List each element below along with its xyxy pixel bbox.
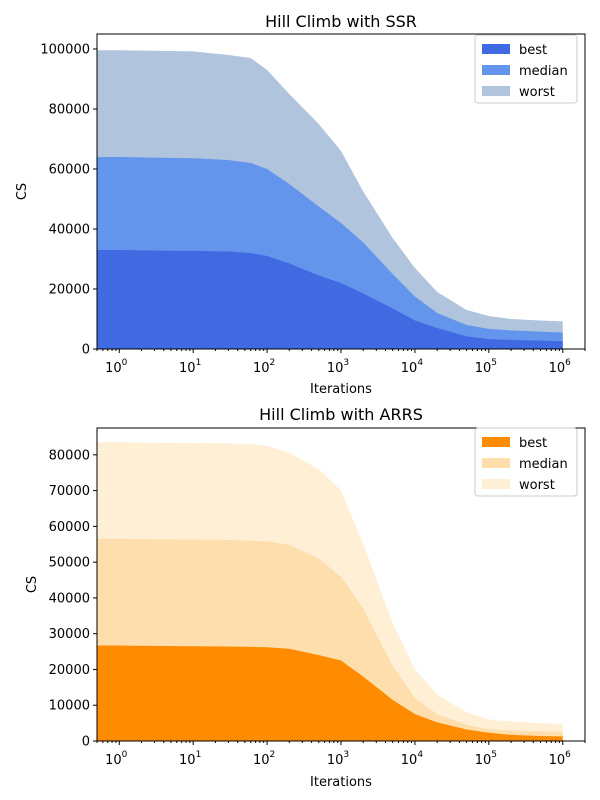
y-axis-label: CS bbox=[25, 576, 40, 593]
chart-title: Hill Climb with ARRS bbox=[259, 405, 423, 424]
legend-label-worst: worst bbox=[519, 478, 555, 493]
legend-label-best: best bbox=[519, 436, 547, 451]
legend: best median worst bbox=[474, 427, 578, 497]
legend-swatch-median bbox=[482, 65, 510, 75]
x-tick-label: 104 bbox=[401, 750, 424, 768]
x-tick-label: 103 bbox=[327, 750, 349, 768]
legend-label-best: best bbox=[519, 43, 547, 58]
x-tick-label: 101 bbox=[179, 358, 201, 376]
y-tick-label: 70000 bbox=[49, 484, 90, 499]
y-tick-label: 60000 bbox=[49, 520, 90, 535]
y-tick-label: 40000 bbox=[49, 223, 90, 238]
x-tick-label: 100 bbox=[105, 750, 128, 768]
x-tick-label: 103 bbox=[327, 358, 349, 376]
legend-swatch-median bbox=[482, 458, 510, 468]
y-tick-label: 50000 bbox=[49, 556, 90, 571]
x-tick-label: 102 bbox=[253, 358, 275, 376]
x-tick-label: 104 bbox=[401, 358, 424, 376]
legend-swatch-best bbox=[482, 44, 510, 54]
x-tick-label: 101 bbox=[179, 750, 201, 768]
legend-swatch-worst bbox=[482, 86, 510, 96]
y-tick-label: 10000 bbox=[49, 699, 90, 714]
legend-label-median: median bbox=[519, 64, 568, 79]
legend-label-median: median bbox=[519, 457, 568, 472]
area-best bbox=[97, 645, 563, 741]
y-tick-label: 0 bbox=[82, 343, 90, 358]
legend-swatch-worst bbox=[482, 479, 510, 489]
legend: best median worst bbox=[474, 34, 578, 104]
x-axis-label: Iterations bbox=[310, 382, 372, 397]
x-tick-label: 105 bbox=[475, 750, 497, 768]
y-tick-label: 80000 bbox=[49, 448, 90, 463]
y-tick-label: 20000 bbox=[49, 663, 90, 678]
y-tick-label: 20000 bbox=[49, 283, 90, 298]
legend-label-worst: worst bbox=[519, 85, 555, 100]
x-tick-label: 100 bbox=[105, 358, 128, 376]
legend-swatch-best bbox=[482, 437, 510, 447]
y-tick-label: 80000 bbox=[49, 103, 90, 118]
x-tick-label: 106 bbox=[549, 750, 572, 768]
y-tick-label: 0 bbox=[82, 735, 90, 750]
y-tick-label: 100000 bbox=[40, 43, 90, 58]
y-tick-label: 40000 bbox=[49, 591, 90, 606]
x-tick-label: 105 bbox=[475, 358, 497, 376]
x-axis-label: Iterations bbox=[310, 775, 372, 790]
y-tick-label: 30000 bbox=[49, 627, 90, 642]
x-tick-label: 106 bbox=[549, 358, 572, 376]
chart-panel-0: 0 20000 40000 60000 80000 100000 100 101 102 103 1… bbox=[15, 12, 586, 397]
chart-panel-1: 0 10000 20000 30000 40000 50000 60000 70000 8000… bbox=[25, 405, 586, 790]
y-axis-label: CS bbox=[15, 183, 30, 200]
area-best bbox=[97, 250, 563, 349]
x-tick-label: 102 bbox=[253, 750, 275, 768]
y-tick-label: 60000 bbox=[49, 163, 90, 178]
chart-title: Hill Climb with SSR bbox=[265, 12, 417, 31]
